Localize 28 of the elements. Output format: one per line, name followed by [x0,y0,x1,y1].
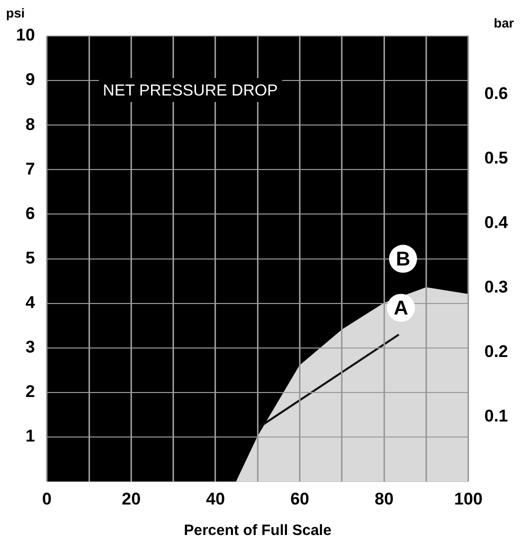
y-tick-label: 7 [25,159,35,178]
y-tick-label: 6 [25,204,35,223]
y2-tick-label: 0.6 [484,84,508,103]
x-axis-title: Percent of Full Scale [184,522,332,540]
y2-tick-label: 0.5 [484,148,508,168]
y-tick-label: 4 [25,293,36,312]
y-tick-label: 8 [25,114,35,134]
y-tick-label: 1 [25,426,35,446]
y2-tick-label: 0.2 [484,342,508,362]
y-tick-label: 9 [25,70,35,90]
y2-axis-title: bar [494,16,514,31]
x-tick-label: 80 [374,489,394,508]
y-tick-label: 2 [25,382,35,402]
x-tick-label: 20 [122,489,141,508]
y-tick-label: 5 [25,248,35,268]
y2-tick-label: 0.4 [484,212,509,232]
x-tick-label: 60 [290,489,310,508]
x-tick-label: 40 [206,489,225,508]
x-tick-label: 100 [454,489,483,508]
y-axis-title: psi [6,6,25,21]
y2-tick-label: 0.1 [484,406,508,426]
y-tick-label: 3 [25,338,35,357]
x-tick-label: 0 [42,489,52,508]
annotation: NET PRESSURE DROP [102,82,278,100]
y2-tick-label: 0.3 [484,278,508,297]
y-tick-label: 10 [16,26,35,45]
annotation: B [396,248,410,270]
annotation: A [394,297,408,320]
